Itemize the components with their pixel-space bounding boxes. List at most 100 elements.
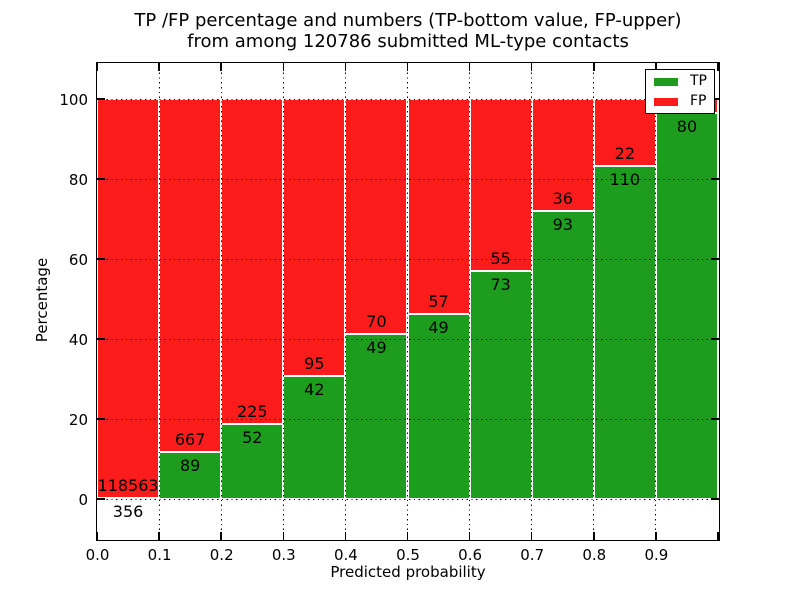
x-tick-mark (593, 532, 595, 540)
y-gridline (97, 259, 718, 260)
fp-bar-segment (97, 99, 160, 498)
x-tick-mark (158, 532, 160, 540)
x-tick-mark (344, 63, 347, 71)
x-tick-mark (655, 532, 657, 540)
y-tick-mark (711, 98, 719, 100)
legend-label: FP (690, 93, 707, 109)
fp-bar-segment (469, 99, 532, 271)
y-tick-mark (97, 98, 105, 100)
tp-legend-swatch (654, 78, 678, 86)
fp-count-annotation: 36 (552, 188, 573, 208)
x-tick-label: 0.8 (582, 546, 607, 564)
x-tick-mark (406, 532, 409, 540)
fp-count-annotation: 667 (174, 429, 206, 449)
x-tick-mark (406, 63, 409, 71)
fp-bar-segment (159, 99, 222, 452)
x-tick-mark (593, 63, 595, 71)
tp-bar-segment (593, 165, 656, 499)
x-tick-label: 0.5 (396, 546, 420, 564)
tp-bar-segment (345, 334, 408, 499)
tp-count-annotation: 356 (112, 501, 144, 521)
x-gridline (593, 63, 595, 539)
tp-count-annotation: 52 (242, 427, 263, 447)
x-tick-mark (282, 63, 285, 71)
tp-count-annotation: 89 (179, 455, 201, 475)
x-tick-label: 0.2 (209, 546, 234, 564)
x-tick-mark (344, 532, 347, 540)
y-tick-mark (97, 178, 105, 180)
y-gridline (97, 499, 718, 500)
y-tick-label: 40 (68, 330, 88, 349)
x-gridline (344, 63, 346, 539)
tp-count-annotation: 93 (552, 214, 573, 234)
fp-count-annotation: 225 (236, 401, 268, 421)
tp-count-annotation: 80 (676, 117, 698, 137)
tp-count-annotation: 110 (609, 169, 641, 189)
x-tick-mark (717, 532, 719, 540)
x-tick-mark (220, 532, 222, 540)
legend-row: TP (646, 72, 714, 92)
tp-bar-segment (283, 376, 346, 499)
x-gridline (469, 63, 471, 539)
tp-count-annotation: 42 (304, 380, 325, 400)
fp-bar-segment (345, 99, 408, 335)
legend-row: FP (646, 92, 714, 112)
y-tick-label: 0 (78, 490, 88, 509)
chart-title-line1: TP /FP percentage and numbers (TP-bottom… (134, 10, 682, 31)
y-tick-label: 80 (68, 170, 88, 189)
y-tick-mark (711, 498, 719, 500)
fp-count-annotation: 55 (490, 248, 511, 268)
x-axis-label: Predicted probability (330, 563, 486, 581)
chart-title: TP /FP percentage and numbers (TP-bottom… (96, 10, 720, 52)
y-tick-mark (711, 178, 719, 180)
x-tick-label: 0.4 (333, 546, 358, 564)
y-tick-label: 100 (59, 90, 88, 109)
fp-count-annotation: 70 (366, 312, 387, 332)
fp-count-annotation: 118563 (97, 475, 159, 495)
fp-count-annotation: 22 (614, 143, 636, 163)
tp-count-annotation: 49 (428, 318, 449, 338)
x-tick-mark (655, 63, 657, 71)
x-tick-label: 0.9 (644, 546, 669, 564)
x-gridline (531, 63, 533, 539)
x-gridline (282, 63, 284, 539)
y-gridline (97, 99, 718, 100)
tp-bar-segment (407, 314, 470, 499)
x-tick-mark (282, 532, 285, 540)
x-tick-mark (468, 63, 471, 71)
x-tick-mark (468, 532, 471, 540)
y-gridline (97, 419, 718, 420)
x-gridline (655, 63, 657, 539)
x-tick-mark (96, 532, 98, 540)
y-tick-mark (97, 418, 105, 420)
x-tick-mark (158, 63, 160, 71)
x-tick-label: 0.1 (147, 546, 172, 564)
y-tick-mark (97, 338, 105, 340)
x-tick-mark (530, 63, 533, 71)
y-tick-mark (711, 338, 719, 340)
x-tick-label: 0.3 (271, 546, 296, 564)
legend-label: TP (690, 73, 707, 89)
y-tick-label: 20 (68, 410, 88, 429)
x-tick-mark (220, 63, 222, 71)
tp-bar-segment (469, 270, 532, 499)
y-tick-label: 60 (68, 250, 88, 269)
fp-bar-segment (531, 99, 594, 211)
fp-legend-swatch (654, 98, 678, 106)
y-tick-mark (711, 418, 719, 420)
x-tick-label: 0.6 (458, 546, 483, 564)
x-gridline (220, 63, 222, 539)
tp-bar-segment (655, 113, 718, 499)
tp-bar-segment (159, 451, 222, 499)
x-tick-mark (717, 63, 719, 71)
tp-count-annotation: 49 (366, 338, 387, 358)
chart-title-line2: from among 120786 submitted ML-type cont… (187, 31, 629, 52)
y-gridline (97, 179, 718, 180)
fp-count-annotation: 95 (304, 354, 325, 374)
x-tick-label: 0.7 (520, 546, 545, 564)
fp-bar-segment (407, 99, 470, 315)
fp-count-annotation: 57 (428, 292, 449, 312)
y-tick-mark (711, 258, 719, 260)
tp-bar-segment (221, 423, 284, 499)
